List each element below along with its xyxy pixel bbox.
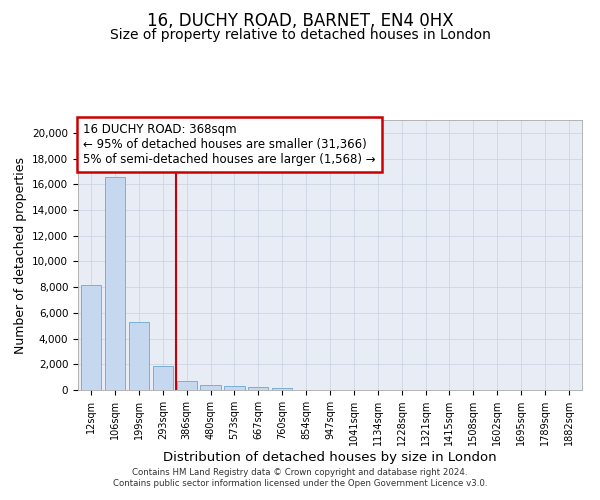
Bar xyxy=(129,322,149,390)
Y-axis label: Number of detached properties: Number of detached properties xyxy=(14,156,26,354)
Bar xyxy=(105,177,125,390)
Text: Size of property relative to detached houses in London: Size of property relative to detached ho… xyxy=(110,28,490,42)
Text: 16 DUCHY ROAD: 368sqm
← 95% of detached houses are smaller (31,366)
5% of semi-d: 16 DUCHY ROAD: 368sqm ← 95% of detached … xyxy=(83,122,376,166)
Bar xyxy=(224,386,245,390)
Bar xyxy=(272,388,292,390)
Bar xyxy=(81,285,101,390)
Bar xyxy=(200,385,221,390)
X-axis label: Distribution of detached houses by size in London: Distribution of detached houses by size … xyxy=(163,451,497,464)
Bar xyxy=(248,387,268,390)
Text: 16, DUCHY ROAD, BARNET, EN4 0HX: 16, DUCHY ROAD, BARNET, EN4 0HX xyxy=(146,12,454,30)
Bar xyxy=(152,366,173,390)
Text: Contains HM Land Registry data © Crown copyright and database right 2024.
Contai: Contains HM Land Registry data © Crown c… xyxy=(113,468,487,487)
Bar xyxy=(176,381,197,390)
